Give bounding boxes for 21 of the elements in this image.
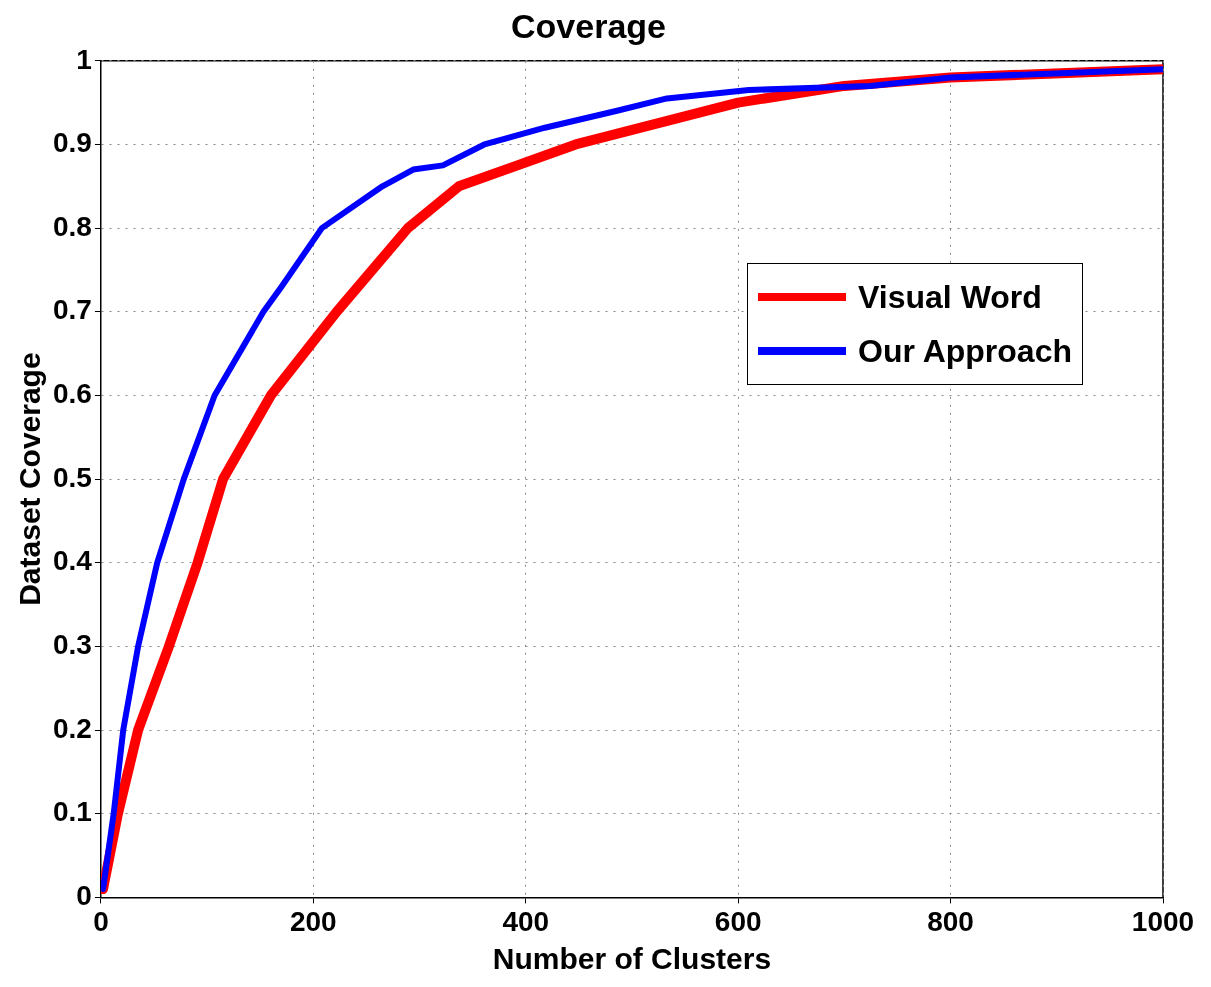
x-tick-label: 400 (502, 905, 550, 937)
x-axis-title: Number of Clusters (492, 942, 772, 976)
y-tick-label: 0.5 (52, 461, 92, 493)
legend-label: Visual Word (858, 278, 1042, 317)
y-axis-title: Dataset Coverage (13, 352, 47, 606)
y-tick-label: 0.2 (52, 712, 92, 744)
x-tick-label: 200 (289, 905, 337, 937)
x-tick-label: 800 (927, 905, 974, 937)
y-tick-label: 1 (76, 43, 92, 75)
x-tick-label: 1000 (1131, 905, 1195, 937)
legend-label: Our Approach (858, 332, 1072, 371)
y-tick-label: 0 (76, 880, 92, 912)
chart-title: Coverage (511, 6, 666, 45)
y-tick-label: 0.8 (52, 210, 92, 242)
y-tick-label: 0.3 (52, 629, 92, 661)
y-tick-label: 0.1 (52, 796, 92, 828)
y-tick-label: 0.9 (52, 127, 92, 159)
y-tick-label: 0.6 (52, 378, 92, 410)
y-tick-label: 0.7 (52, 294, 92, 326)
x-tick-label: 600 (714, 905, 762, 937)
y-tick-label: 0.4 (52, 545, 93, 577)
